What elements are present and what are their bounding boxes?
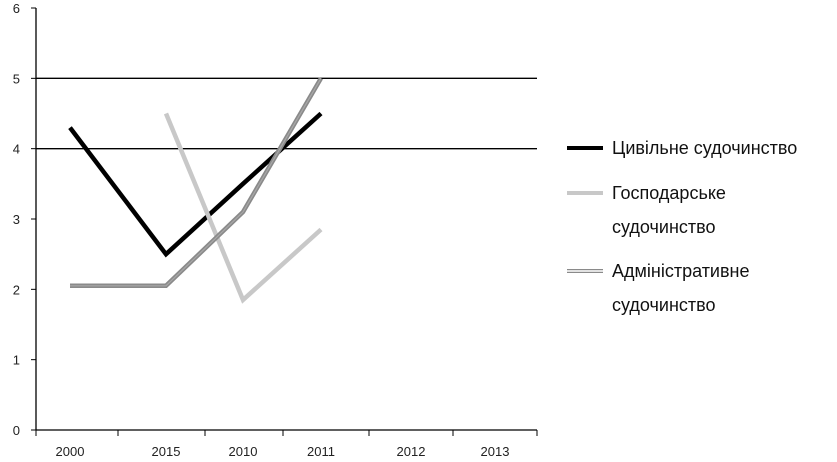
y-tick-label: 2	[13, 282, 20, 297]
y-tick-label: 6	[13, 1, 20, 16]
y-tick-label: 0	[13, 423, 20, 438]
grid-lines	[36, 77, 537, 150]
legend-label: Господарське	[612, 183, 726, 203]
axes	[35, 8, 537, 431]
legend-label: судочинство	[612, 217, 716, 237]
legend: Цивільне судочинство Господарське судочинс…	[567, 138, 797, 315]
legend-label: судочинство	[612, 295, 716, 315]
x-tick-label: 2013	[481, 444, 510, 459]
series-lines	[68, 77, 323, 304]
series-line-3-inner	[70, 77, 322, 287]
x-tick-label: 2011	[307, 444, 335, 459]
x-tick-label: 2012	[397, 444, 426, 459]
y-axis-ticks: 0 1 2 3 4 5 6	[13, 1, 36, 438]
y-tick-label: 5	[13, 71, 20, 86]
x-tick-label: 2015	[152, 444, 181, 459]
x-tick-label: 2010	[229, 444, 258, 459]
legend-label: Адміністративне	[612, 261, 750, 281]
y-tick-label: 4	[13, 142, 20, 157]
legend-label: Цивільне судочинство	[612, 138, 797, 158]
x-axis-ticks: 2000 2015 2010 2011 2012 2013	[35, 430, 538, 459]
y-tick-label: 3	[13, 212, 20, 227]
x-tick-label: 2000	[56, 444, 85, 459]
y-tick-label: 1	[13, 353, 20, 368]
